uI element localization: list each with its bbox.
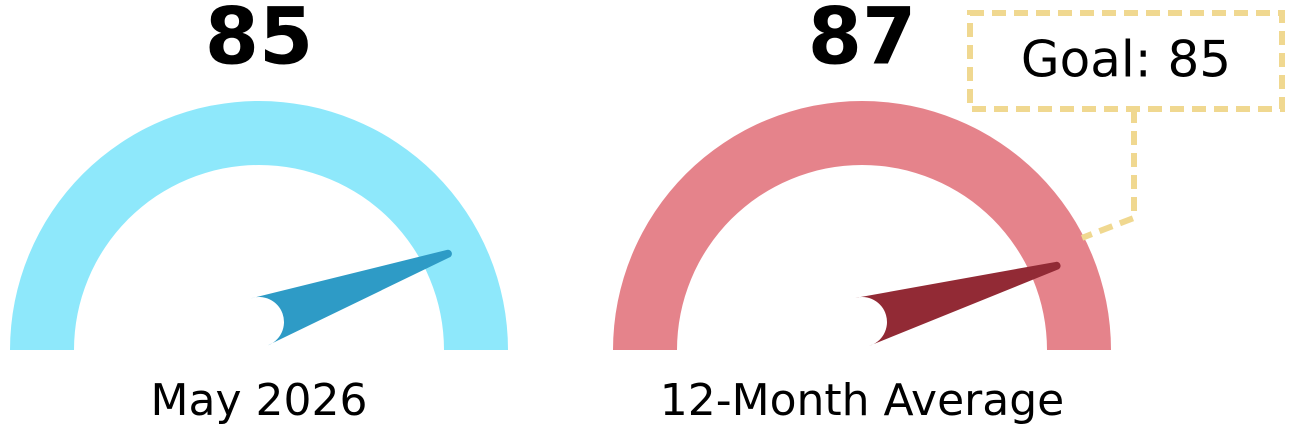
needle <box>250 249 452 346</box>
goal-connector <box>1081 109 1137 241</box>
gauge-value: 87 <box>808 0 917 82</box>
gauge-arc <box>613 101 1111 350</box>
gauge-arc <box>10 101 508 350</box>
gauge-label: 12-Month Average <box>660 375 1064 426</box>
gauge-value: 85 <box>205 0 314 82</box>
goal-box <box>967 10 1285 112</box>
gauge-label: May 2026 <box>151 375 368 426</box>
goal-label: Goal: 85 <box>1021 31 1231 89</box>
needle <box>855 261 1061 347</box>
